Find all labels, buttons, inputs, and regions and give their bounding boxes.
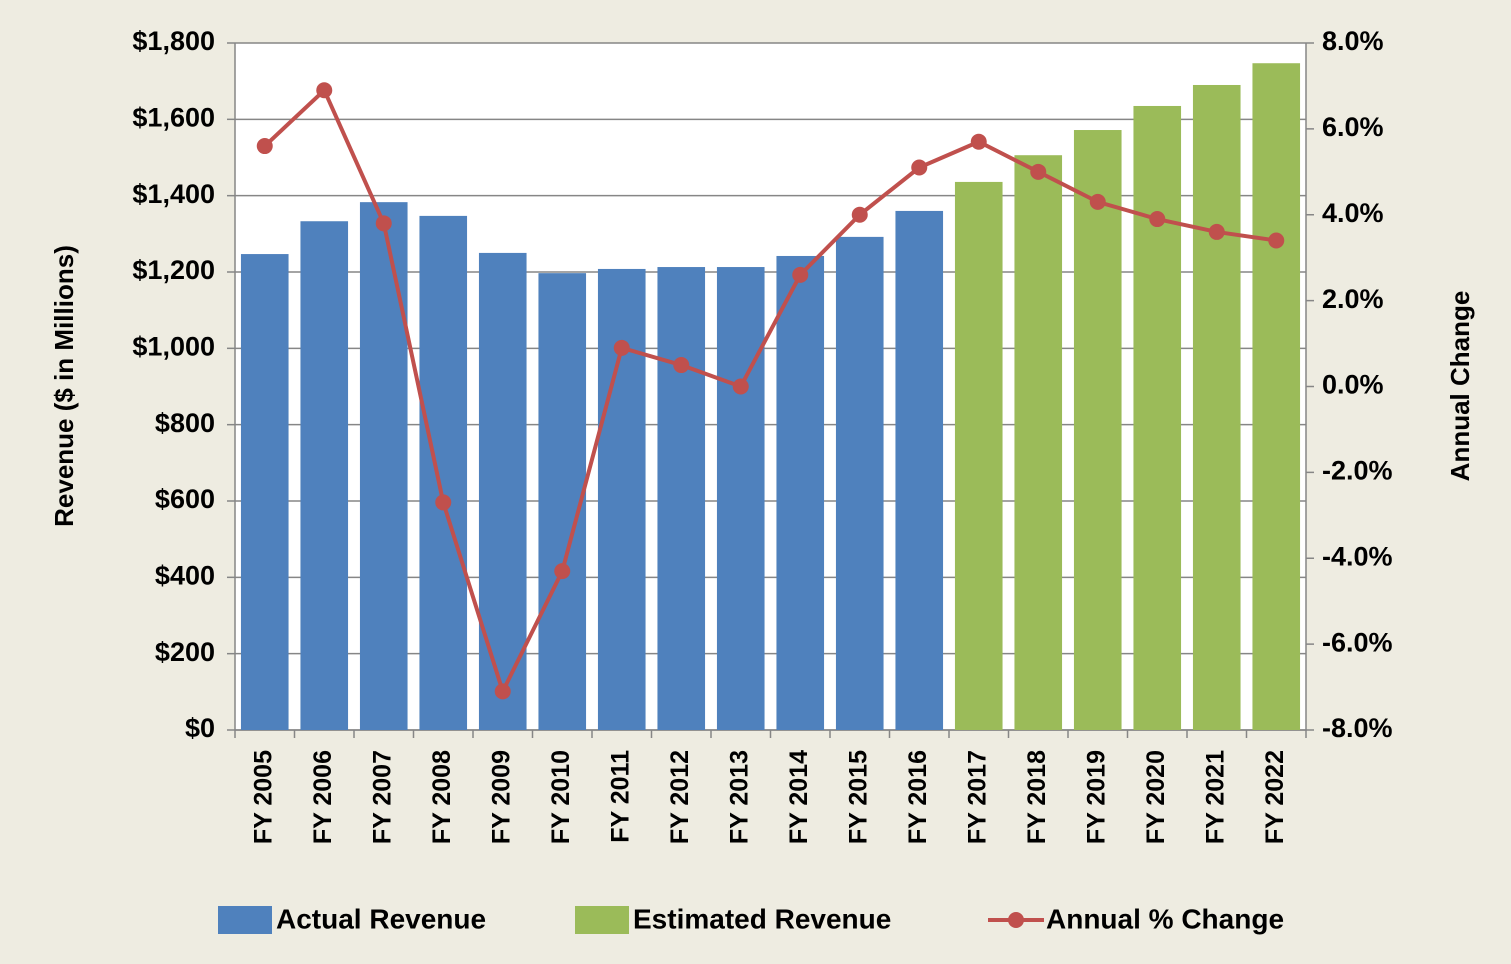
- bar: [597, 268, 646, 730]
- plot-area: [235, 43, 1306, 730]
- legend-label: Annual % Change: [1046, 903, 1284, 934]
- y-tick-label: $200: [155, 637, 215, 667]
- legend-swatch: [575, 906, 629, 934]
- line-marker: [375, 215, 392, 232]
- y2-tick-label: 8.0%: [1322, 26, 1384, 56]
- y-tick-label: $1,400: [132, 179, 215, 209]
- x-tick-label: FY 2005: [249, 750, 277, 844]
- x-tick-label: FY 2013: [725, 750, 753, 844]
- line-marker: [1149, 211, 1166, 228]
- y-tick-label: $1,200: [132, 255, 215, 285]
- line-marker: [1268, 232, 1285, 249]
- line-marker: [613, 339, 630, 356]
- y2-axis-title: Annual Change: [1445, 291, 1475, 482]
- line-marker: [911, 159, 928, 176]
- bar: [716, 267, 765, 730]
- bar: [359, 202, 408, 730]
- y2-tick-label: 2.0%: [1322, 284, 1384, 314]
- x-tick-label: FY 2017: [963, 750, 991, 844]
- y-tick-label: $400: [155, 560, 215, 590]
- x-tick-label: FY 2019: [1082, 750, 1110, 844]
- line: [263, 86, 1277, 697]
- line-marker: [732, 378, 749, 395]
- y-axis-title: Revenue ($ in Millions): [49, 245, 79, 527]
- x-tick-label: FY 2020: [1142, 750, 1170, 844]
- y-tick-label: $1,000: [132, 331, 215, 361]
- bar: [1014, 155, 1063, 730]
- y2-tick-label: 4.0%: [1322, 198, 1384, 228]
- y-tick-label: $800: [155, 408, 215, 438]
- line-marker: [494, 683, 511, 700]
- y2-tick-label: 6.0%: [1322, 112, 1384, 142]
- x-tick-label: FY 2012: [666, 750, 694, 844]
- legend-item: Estimated Revenue: [575, 903, 891, 934]
- y2-tick-label: -6.0%: [1322, 627, 1393, 657]
- legend-swatch: [218, 906, 272, 934]
- bar: [1192, 84, 1241, 730]
- x-tick-label: FY 2007: [368, 750, 396, 844]
- y2-tick-label: 0.0%: [1322, 370, 1384, 400]
- bar: [419, 215, 468, 730]
- bar: [776, 255, 825, 730]
- legend-label: Actual Revenue: [276, 903, 486, 934]
- line-marker: [673, 357, 690, 374]
- bar: [1073, 130, 1122, 730]
- y-tick-label: $600: [155, 484, 215, 514]
- line-marker: [256, 138, 273, 155]
- line-marker: [1089, 193, 1106, 210]
- y2-tick-label: -4.0%: [1322, 541, 1393, 571]
- x-tick-label: FY 2021: [1201, 750, 1229, 844]
- bar: [300, 221, 349, 730]
- bar: [478, 252, 527, 730]
- legend-item: Actual Revenue: [218, 903, 486, 934]
- line-marker: [1030, 163, 1047, 180]
- bar: [895, 210, 944, 730]
- x-tick-label: FY 2008: [428, 750, 456, 844]
- line-marker: [554, 563, 571, 580]
- line-marker: [435, 494, 452, 511]
- bar: [240, 254, 289, 731]
- x-tick-label: FY 2009: [487, 750, 515, 844]
- bar: [954, 181, 1003, 731]
- y-tick-label: $0: [185, 713, 215, 743]
- bar: [657, 267, 706, 730]
- x-tick-label: FY 2006: [309, 750, 337, 844]
- x-tick-label: FY 2016: [904, 750, 932, 844]
- line-marker: [792, 266, 809, 283]
- bar: [1252, 63, 1301, 730]
- y2-tick-label: -8.0%: [1322, 713, 1393, 743]
- line-marker: [851, 206, 868, 223]
- y-tick-label: $1,800: [132, 26, 215, 56]
- x-tick-label: FY 2022: [1261, 750, 1289, 844]
- bar: [538, 273, 587, 730]
- legend-item: Annual % Change: [988, 903, 1284, 934]
- y-tick-label: $1,600: [132, 102, 215, 132]
- legend-marker: [1008, 912, 1024, 928]
- bar: [1133, 105, 1182, 731]
- line-marker: [1208, 223, 1225, 240]
- x-tick-label: FY 2015: [844, 750, 872, 844]
- x-tick-label: FY 2010: [547, 750, 575, 844]
- x-tick-label: FY 2011: [606, 750, 634, 843]
- y2-tick-label: -2.0%: [1322, 456, 1393, 486]
- line-marker: [970, 133, 987, 150]
- x-tick-label: FY 2018: [1023, 750, 1051, 844]
- line-marker: [316, 82, 333, 99]
- x-tick-label: FY 2014: [785, 750, 813, 844]
- bar: [835, 236, 884, 731]
- legend-label: Estimated Revenue: [633, 903, 891, 934]
